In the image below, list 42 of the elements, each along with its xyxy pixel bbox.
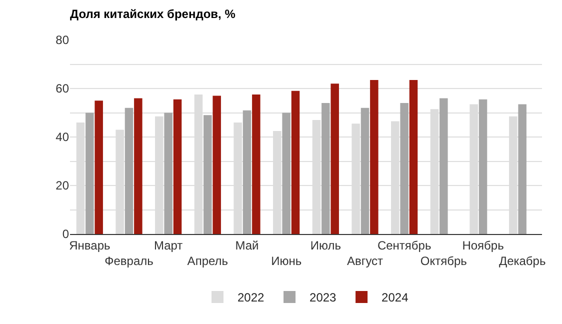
- bar: [134, 98, 142, 234]
- bar: [400, 103, 408, 234]
- x-tick-label: Апрель: [187, 254, 228, 268]
- legend-label: 2023: [310, 290, 337, 305]
- bar: [124, 108, 134, 234]
- bar: [518, 104, 526, 234]
- y-tick-label: 80: [56, 33, 70, 48]
- x-tick-label: Октябрь: [420, 254, 467, 268]
- y-tick-label: 20: [56, 178, 70, 193]
- chart-title: Доля китайских брендов, %: [70, 7, 236, 22]
- x-tick-label: Май: [235, 238, 259, 252]
- x-tick-label: Июнь: [271, 254, 302, 268]
- bar: [204, 115, 212, 234]
- x-tick-label: Март: [154, 238, 184, 252]
- bar: [164, 112, 172, 234]
- y-tick-label: 40: [56, 130, 70, 144]
- bar: [322, 103, 330, 234]
- bar: [330, 84, 339, 234]
- bar: [478, 99, 488, 234]
- x-tick-label: Февраль: [104, 254, 154, 268]
- bar: [242, 110, 252, 234]
- bar: [94, 100, 103, 234]
- y-tick-label: 60: [56, 82, 70, 96]
- x-tick-label: Январь: [69, 238, 110, 252]
- legend-label: 2022: [238, 290, 265, 305]
- bar: [282, 112, 290, 234]
- bar: [173, 99, 182, 234]
- bar: [370, 80, 378, 234]
- bar: [409, 80, 418, 234]
- bar: [252, 94, 260, 234]
- x-tick-label: Ноябрь: [462, 238, 504, 252]
- bar: [440, 98, 448, 234]
- legend-label: 2024: [382, 290, 409, 305]
- x-tick-label: Июль: [310, 238, 341, 252]
- bar: [212, 96, 221, 234]
- bar: [360, 108, 370, 234]
- x-tick-label: Август: [346, 254, 384, 268]
- bar: [86, 112, 94, 234]
- bar: [291, 90, 300, 234]
- x-tick-label: Декабрь: [498, 254, 546, 268]
- x-tick-label: Сентябрь: [377, 238, 432, 252]
- y-tick-label: 0: [62, 227, 70, 242]
